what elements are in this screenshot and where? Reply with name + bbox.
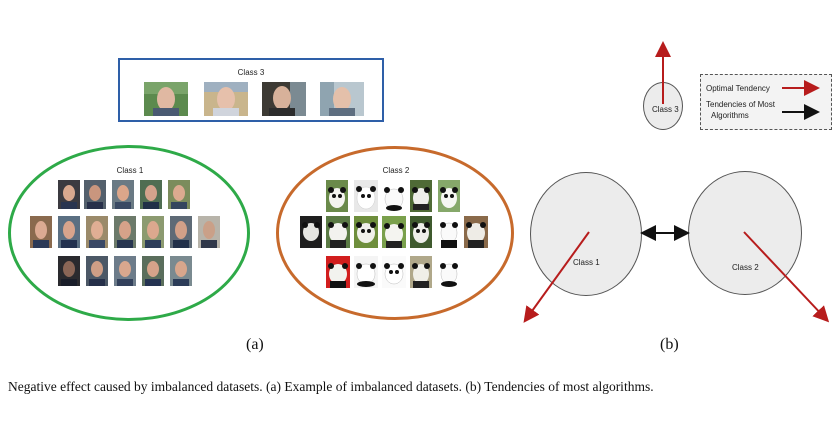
- class3-title: Class 3: [237, 68, 265, 77]
- panda-thumbnail: [410, 216, 432, 248]
- panda-thumbnail: [300, 216, 322, 248]
- face-thumbnail: [142, 216, 164, 248]
- figure-caption: Negative effect caused by imbalanced dat…: [8, 379, 654, 394]
- class1-circle: [530, 172, 642, 296]
- panda-thumbnail: [382, 216, 406, 248]
- face-thumbnail: [170, 216, 192, 248]
- class1-oval: [8, 145, 250, 321]
- panda-thumbnail: [410, 256, 432, 288]
- panda-thumbnail: [354, 216, 378, 248]
- face-thumbnail: [168, 180, 190, 209]
- face-thumbnail: [58, 216, 80, 248]
- face-thumbnail: [142, 256, 164, 286]
- face-thumbnail: [86, 216, 108, 248]
- subfigure-label-b: (b): [660, 336, 679, 353]
- face-photo: [204, 82, 248, 116]
- legend-most-label-line2: Algorithms: [711, 111, 749, 120]
- face-photo: [320, 82, 364, 116]
- face-thumbnail: [86, 256, 108, 286]
- panda-thumbnail: [438, 256, 460, 288]
- optimal-arrow-class2: [743, 231, 830, 323]
- class1-title: Class 1: [116, 166, 144, 175]
- legend-most-label-line1: Tendencies of Most: [706, 100, 775, 109]
- face-thumbnail: [198, 216, 220, 248]
- panda-thumbnail: [354, 256, 378, 288]
- panda-thumbnail: [410, 180, 432, 212]
- face-photo: [144, 82, 188, 116]
- panda-thumbnail: [354, 180, 378, 212]
- class3-circle-label: Class 3: [652, 105, 679, 114]
- face-thumbnail: [112, 180, 134, 209]
- class2-title: Class 2: [382, 166, 410, 175]
- class2-circle-label: Class 2: [732, 263, 759, 272]
- panda-thumbnail: [438, 216, 460, 248]
- panda-thumbnail: [326, 256, 350, 288]
- panda-thumbnail: [326, 216, 350, 248]
- class3-box: Class 3: [118, 58, 384, 122]
- face-thumbnail: [30, 216, 52, 248]
- panda-thumbnail: [382, 256, 406, 288]
- class1-circle-label: Class 1: [573, 258, 600, 267]
- panda-thumbnail: [438, 180, 460, 212]
- face-thumbnail: [114, 256, 136, 286]
- legend-optimal-label: Optimal Tendency: [706, 84, 770, 93]
- panda-thumbnail: [464, 216, 488, 248]
- optimal-arrow-class1: [523, 231, 590, 323]
- face-photo: [262, 82, 306, 116]
- face-thumbnail: [84, 180, 106, 209]
- face-thumbnail: [114, 216, 136, 248]
- face-thumbnail: [170, 256, 192, 286]
- face-thumbnail: [58, 180, 80, 209]
- subfigure-label-a: (a): [246, 336, 264, 353]
- panda-thumbnail: [382, 180, 406, 212]
- panda-thumbnail: [326, 180, 348, 212]
- class2-oval: [276, 146, 514, 320]
- face-thumbnail: [58, 256, 80, 286]
- legend-box: Optimal Tendency Tendencies of Most Algo…: [700, 74, 832, 130]
- face-thumbnail: [140, 180, 162, 209]
